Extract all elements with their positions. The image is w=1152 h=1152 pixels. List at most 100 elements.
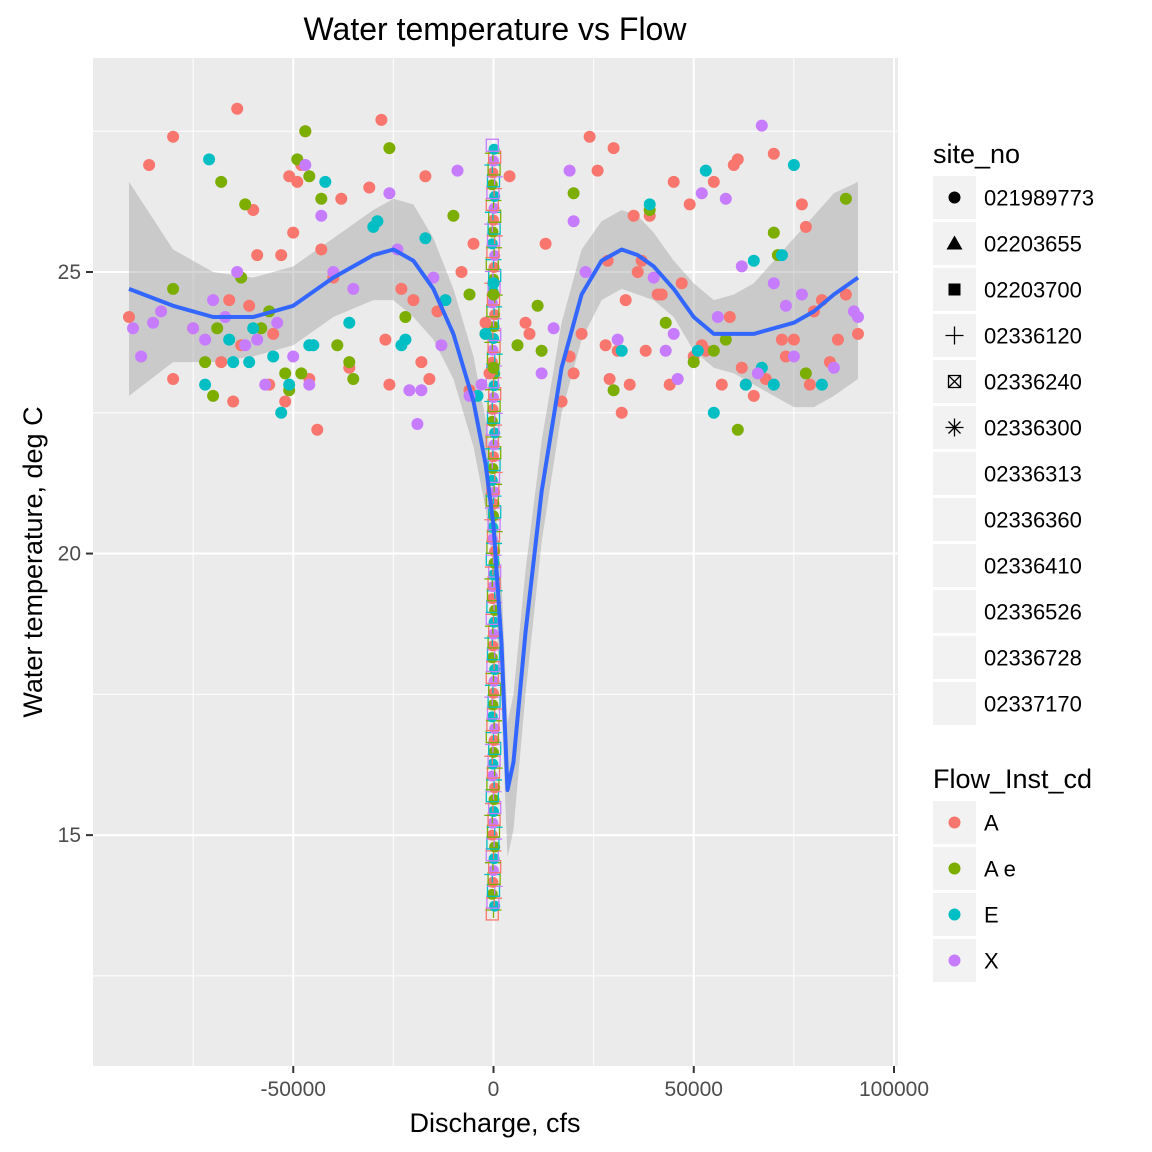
data-point (751, 367, 764, 380)
legend-symbol-square (948, 283, 961, 296)
data-point (603, 373, 616, 385)
legend-label: A e (984, 857, 1016, 882)
legend-key (933, 636, 976, 679)
data-point (667, 327, 680, 340)
data-point (427, 271, 440, 284)
data-point (719, 192, 732, 205)
data-point (503, 170, 516, 183)
data-point (487, 277, 500, 290)
data-point (455, 266, 468, 278)
data-point (723, 311, 736, 323)
data-point (707, 175, 720, 188)
data-point (535, 367, 548, 380)
data-point (399, 311, 412, 323)
data-point (295, 367, 308, 380)
cluster-point (486, 770, 498, 782)
data-point (363, 181, 376, 194)
legend-symbol-boxcross (947, 374, 962, 389)
data-point (799, 367, 812, 380)
legend-title-site-no: site_no (933, 139, 1020, 169)
data-point (315, 243, 328, 256)
data-point (487, 288, 500, 301)
legend-key (933, 498, 976, 541)
data-point (343, 356, 356, 369)
cluster-point (486, 415, 498, 427)
data-point (347, 282, 360, 295)
data-point (787, 350, 800, 363)
data-point (419, 232, 432, 245)
data-point (247, 322, 260, 335)
data-point (199, 333, 212, 346)
data-point (275, 406, 288, 419)
data-point (683, 198, 696, 211)
data-point (523, 327, 536, 340)
data-point (155, 305, 168, 318)
data-point (671, 373, 684, 385)
cluster-point (486, 238, 498, 250)
data-point (143, 159, 156, 171)
y-tick-label: 25 (58, 261, 81, 284)
data-point (803, 378, 816, 391)
data-point (675, 277, 688, 290)
data-point (767, 226, 780, 239)
cluster-point (488, 143, 500, 155)
data-point (399, 333, 412, 346)
data-point (852, 327, 864, 340)
data-point (715, 378, 728, 391)
legend-symbol-dot (948, 816, 961, 829)
data-point (667, 175, 680, 188)
legend-label: A (984, 811, 999, 836)
legend-symbol-dot (948, 908, 961, 921)
data-point (231, 266, 244, 278)
legend-label: X (984, 949, 999, 974)
data-point (615, 406, 628, 419)
data-points (123, 102, 864, 921)
data-point (731, 423, 744, 436)
smooth-line (128, 247, 860, 793)
data-point (243, 356, 256, 369)
data-point (167, 282, 180, 295)
data-point (591, 164, 604, 177)
data-point (707, 406, 720, 419)
data-point (639, 344, 652, 357)
legend-symbol-triangle (946, 235, 963, 250)
data-point (839, 288, 852, 301)
data-point (599, 339, 612, 352)
data-point (231, 102, 244, 115)
data-point (299, 125, 312, 138)
legend-label: 02336240 (984, 370, 1082, 395)
data-point (827, 361, 840, 374)
data-point (227, 356, 240, 369)
data-point (347, 373, 360, 385)
data-point (731, 153, 744, 166)
x-tick-label: 50000 (665, 1078, 723, 1101)
data-point (271, 316, 284, 329)
data-point (307, 339, 320, 352)
data-point (335, 192, 348, 205)
data-point (371, 215, 384, 228)
data-point (567, 187, 580, 200)
data-point (287, 226, 300, 239)
data-point (439, 294, 452, 307)
data-point (659, 316, 672, 329)
data-point (283, 378, 296, 391)
data-point (267, 350, 280, 363)
data-point (223, 333, 236, 346)
data-point (687, 356, 700, 369)
data-point (795, 288, 808, 301)
data-point (419, 170, 432, 183)
legend-label: 02336360 (984, 508, 1082, 533)
x-tick-label: -50000 (261, 1078, 326, 1101)
data-point (259, 378, 272, 391)
legend-symbol-dot (948, 954, 961, 967)
data-point (631, 266, 644, 278)
data-point (383, 187, 396, 200)
cluster-point (486, 829, 498, 841)
data-point (619, 294, 632, 307)
data-point (251, 249, 264, 262)
data-point (127, 322, 139, 335)
data-point (227, 395, 240, 408)
data-point (615, 344, 628, 357)
data-point (395, 282, 408, 295)
legend-symbol-dot (948, 862, 961, 875)
